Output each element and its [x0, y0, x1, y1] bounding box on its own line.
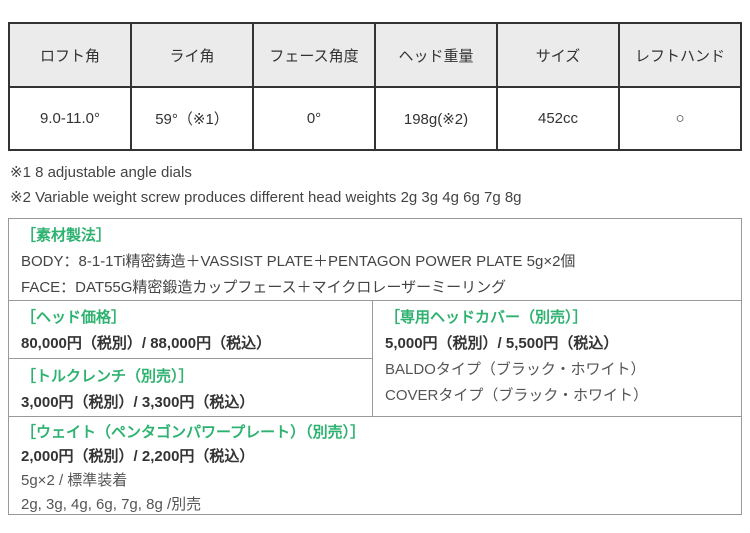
spec-header-left-hand: レフトハンド: [618, 22, 742, 88]
head-price-title: ［ヘッド価格］: [21, 309, 127, 326]
middle-left-column: ［ヘッド価格］ 80,000円（税別）/ 88,000円（税込） ［トルクレンチ…: [9, 301, 373, 416]
spec-value-loft: 9.0-11.0°: [8, 86, 132, 151]
torque-wrench-price: 3,000円（税別）/ 3,300円（税込）: [21, 394, 255, 411]
spec-value-row: 9.0-11.0° 59°（※1） 0° 198g(※2) 452cc ○: [8, 86, 742, 151]
head-price-value: 80,000円（税別）/ 88,000円（税込）: [21, 335, 272, 352]
head-cover-title: ［専用ヘッドカバー（別売）］: [385, 309, 588, 326]
weight-price: 2,000円（税別）/ 2,200円（税込）: [21, 448, 255, 465]
weight-included: 5g×2 / 標準装着: [21, 472, 128, 489]
spec-header-row: ロフト角 ライ角 フェース角度 ヘッド重量 サイズ レフトハンド: [8, 22, 742, 88]
material-body-line: BODY：8-1-1Ti精密鋳造＋VASSIST PLATE＋PENTAGON …: [21, 253, 576, 270]
head-cover-type2: COVERタイプ（ブラック・ホワイト）: [385, 387, 649, 404]
footnotes: ※1 8 adjustable angle dials ※2 Variable …: [10, 160, 522, 210]
spec-value-left-hand: ○: [618, 86, 742, 151]
info-box: ［素材製法］ BODY：8-1-1Ti精密鋳造＋VASSIST PLATE＋PE…: [8, 218, 742, 515]
section-torque-wrench: ［トルクレンチ（別売）］ 3,000円（税別）/ 3,300円（税込）: [9, 359, 372, 416]
material-face-line: FACE：DAT55G精密鍛造カップフェース＋マイクロレーザーミーリング: [21, 279, 507, 296]
section-head-price: ［ヘッド価格］ 80,000円（税別）/ 88,000円（税込）: [9, 301, 372, 359]
footnote-2: ※2 Variable weight screw produces differ…: [10, 189, 522, 206]
section-head-cover: ［専用ヘッドカバー（別売）］ 5,000円（税別）/ 5,500円（税込） BA…: [373, 301, 741, 416]
spec-value-head-weight: 198g(※2): [374, 86, 498, 151]
head-cover-type1: BALDOタイプ（ブラック・ホワイト）: [385, 361, 646, 378]
weight-title: ［ウェイト（ペンタゴンパワープレート）（別売）］: [21, 424, 366, 441]
spec-header-face-angle: フェース角度: [252, 22, 376, 88]
section-middle-row: ［ヘッド価格］ 80,000円（税別）/ 88,000円（税込） ［トルクレンチ…: [9, 301, 741, 416]
spec-header-size: サイズ: [496, 22, 620, 88]
head-cover-price: 5,000円（税別）/ 5,500円（税込）: [385, 335, 619, 352]
footnote-1: ※1 8 adjustable angle dials: [10, 164, 192, 181]
spec-header-head-weight: ヘッド重量: [374, 22, 498, 88]
spec-value-face-angle: 0°: [252, 86, 376, 151]
material-title: ［素材製法］: [21, 227, 112, 244]
spec-table: ロフト角 ライ角 フェース角度 ヘッド重量 サイズ レフトハンド 9.0-11.…: [8, 22, 742, 151]
section-material: ［素材製法］ BODY：8-1-1Ti精密鋳造＋VASSIST PLATE＋PE…: [9, 219, 741, 301]
weight-optional: 2g, 3g, 4g, 6g, 7g, 8g /別売: [21, 496, 202, 513]
spec-header-lie: ライ角: [130, 22, 254, 88]
spec-value-size: 452cc: [496, 86, 620, 151]
spec-value-lie: 59°（※1）: [130, 86, 254, 151]
section-weight: ［ウェイト（ペンタゴンパワープレート）（別売）］ 2,000円（税別）/ 2,2…: [9, 416, 741, 514]
spec-header-loft: ロフト角: [8, 22, 132, 88]
torque-wrench-title: ［トルクレンチ（別売）］: [21, 368, 194, 385]
